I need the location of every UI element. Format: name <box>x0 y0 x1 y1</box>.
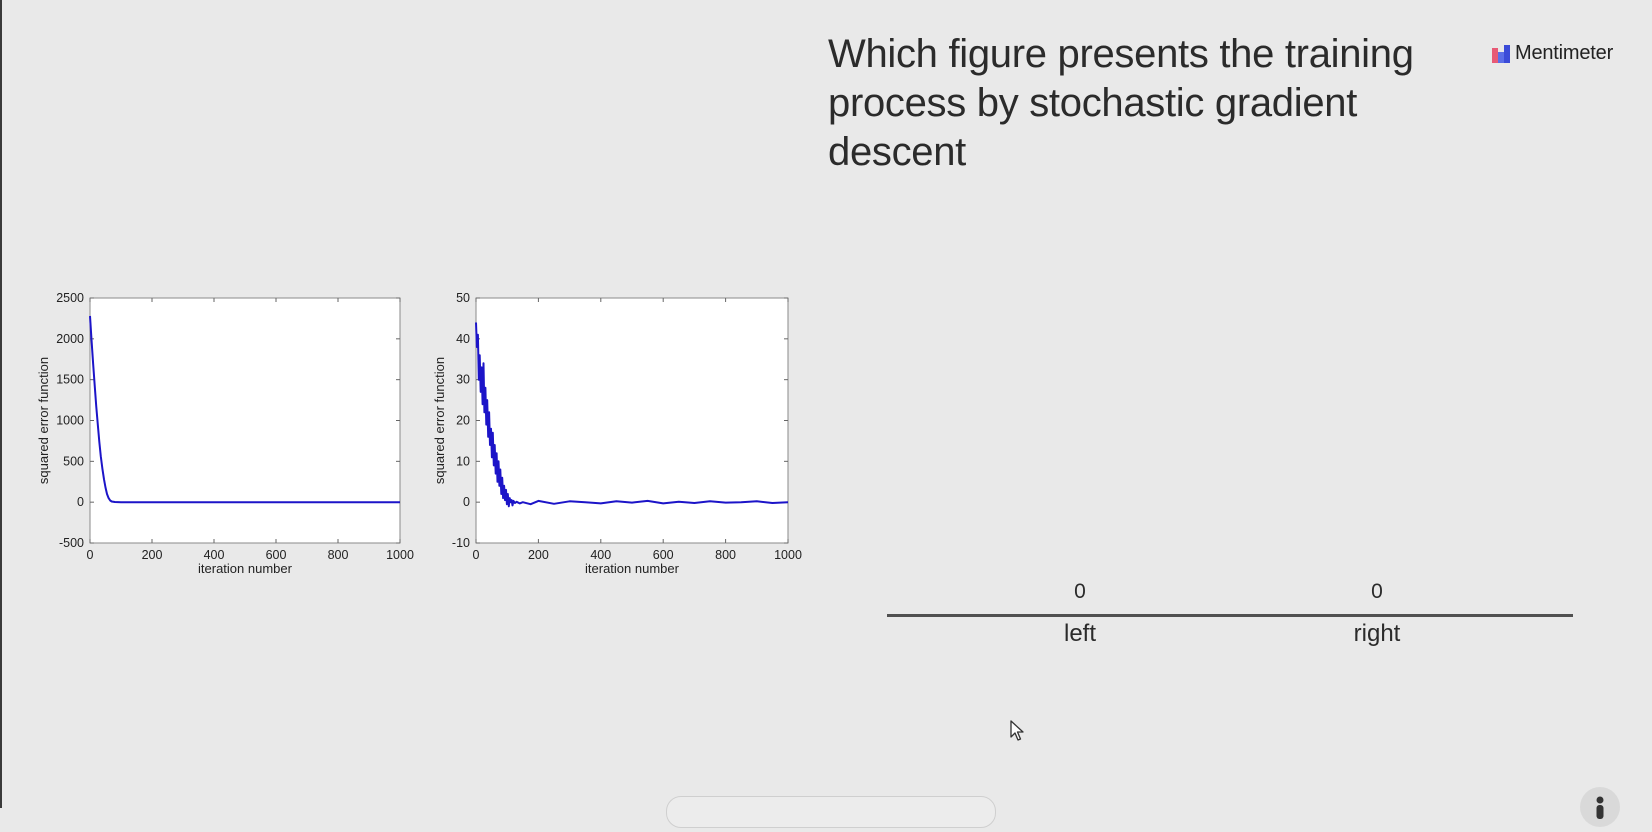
chart-right-ytick-label: 20 <box>456 414 470 428</box>
chart-left-xtick-label: 800 <box>328 548 349 562</box>
chart-right-series-line <box>475 322 789 508</box>
result-count-left: 0 <box>1074 580 1086 603</box>
chart-right-ylabel: squared error function <box>432 357 447 484</box>
chart-left-ytick-label: 500 <box>63 454 84 468</box>
chart-right-xtick-label: 400 <box>590 548 611 562</box>
presenter-toolbar[interactable] <box>666 796 996 828</box>
chart-right: 0 200 400 600 800 1000 -10 0 10 20 30 40 50 iteration… <box>428 288 802 578</box>
chart-left-xtick-label: 1000 <box>386 548 414 562</box>
chart-right-xtick-label: 200 <box>528 548 549 562</box>
chart-right-ytick-label: -10 <box>452 536 470 550</box>
results-baseline <box>887 614 1573 617</box>
chart-right-ytick-label: 10 <box>456 454 470 468</box>
result-count-right: 0 <box>1371 580 1383 603</box>
chart-right-svg: 0 200 400 600 800 1000-1001020304050iteration… <box>432 291 802 576</box>
chart-left-ytick-label: -500 <box>59 536 84 550</box>
chart-left-ytick-label: 0 <box>77 495 84 509</box>
chart-left-xtick-label: 400 <box>204 548 225 562</box>
chart-left-xtick-label: 200 <box>142 548 163 562</box>
results-panel: 0 left 0 right <box>887 580 1573 660</box>
chart-right-ytick-label: 0 <box>463 495 470 509</box>
mentimeter-logo-icon <box>1492 44 1510 63</box>
result-option-right: 0 right <box>1277 580 1477 648</box>
chart-left-xtick-label: 0 <box>87 548 94 562</box>
user-button[interactable] <box>1580 787 1620 827</box>
result-option-left: 0 left <box>980 580 1180 648</box>
result-label-left: left <box>1063 620 1096 647</box>
chart-right-xtick-label: 600 <box>653 548 674 562</box>
chart-left-plot-frame <box>89 297 401 544</box>
chart-right-ytick-label: 40 <box>456 332 470 346</box>
chart-right-xtick-label: 1000 <box>774 548 802 562</box>
chart-left-ytick-label: 2500 <box>56 291 84 305</box>
chart-right-xlabel: iteration number <box>585 561 680 576</box>
result-label-right: right <box>1353 620 1401 647</box>
chart-left: 0 200 400 600 800 1000 -500 0 500 1000 1500 2000 250… <box>30 288 414 578</box>
chart-left-ytick-label: 1500 <box>56 373 84 387</box>
chart-left-ytick-label: 1000 <box>56 414 84 428</box>
chart-left-xlabel: iteration number <box>198 561 293 576</box>
chart-left-xtick-label: 600 <box>266 548 287 562</box>
chart-left-series-line <box>89 315 400 504</box>
chart-left-ytick-label: 2000 <box>56 332 84 346</box>
chart-right-ytick-label: 50 <box>456 291 470 305</box>
brand-name: Mentimeter <box>1515 42 1614 64</box>
chart-right-xtick-label: 800 <box>715 548 736 562</box>
chart-right-plot-frame <box>475 297 789 544</box>
chart-right-xtick-label: 0 <box>473 548 480 562</box>
chart-left-ylabel: squared error function <box>36 357 51 484</box>
user-icon <box>1596 796 1604 819</box>
window-left-edge <box>0 0 2 808</box>
chart-left-svg: 0 200 400 600 800 1000-5000500100015002000250… <box>36 291 414 576</box>
question-title: Which figure presents the training proce… <box>828 32 1414 174</box>
mouse-pointer-icon <box>1010 720 1024 741</box>
brand-logo-group: Mentimeter <box>1492 42 1613 65</box>
chart-right-ytick-label: 30 <box>456 373 470 387</box>
